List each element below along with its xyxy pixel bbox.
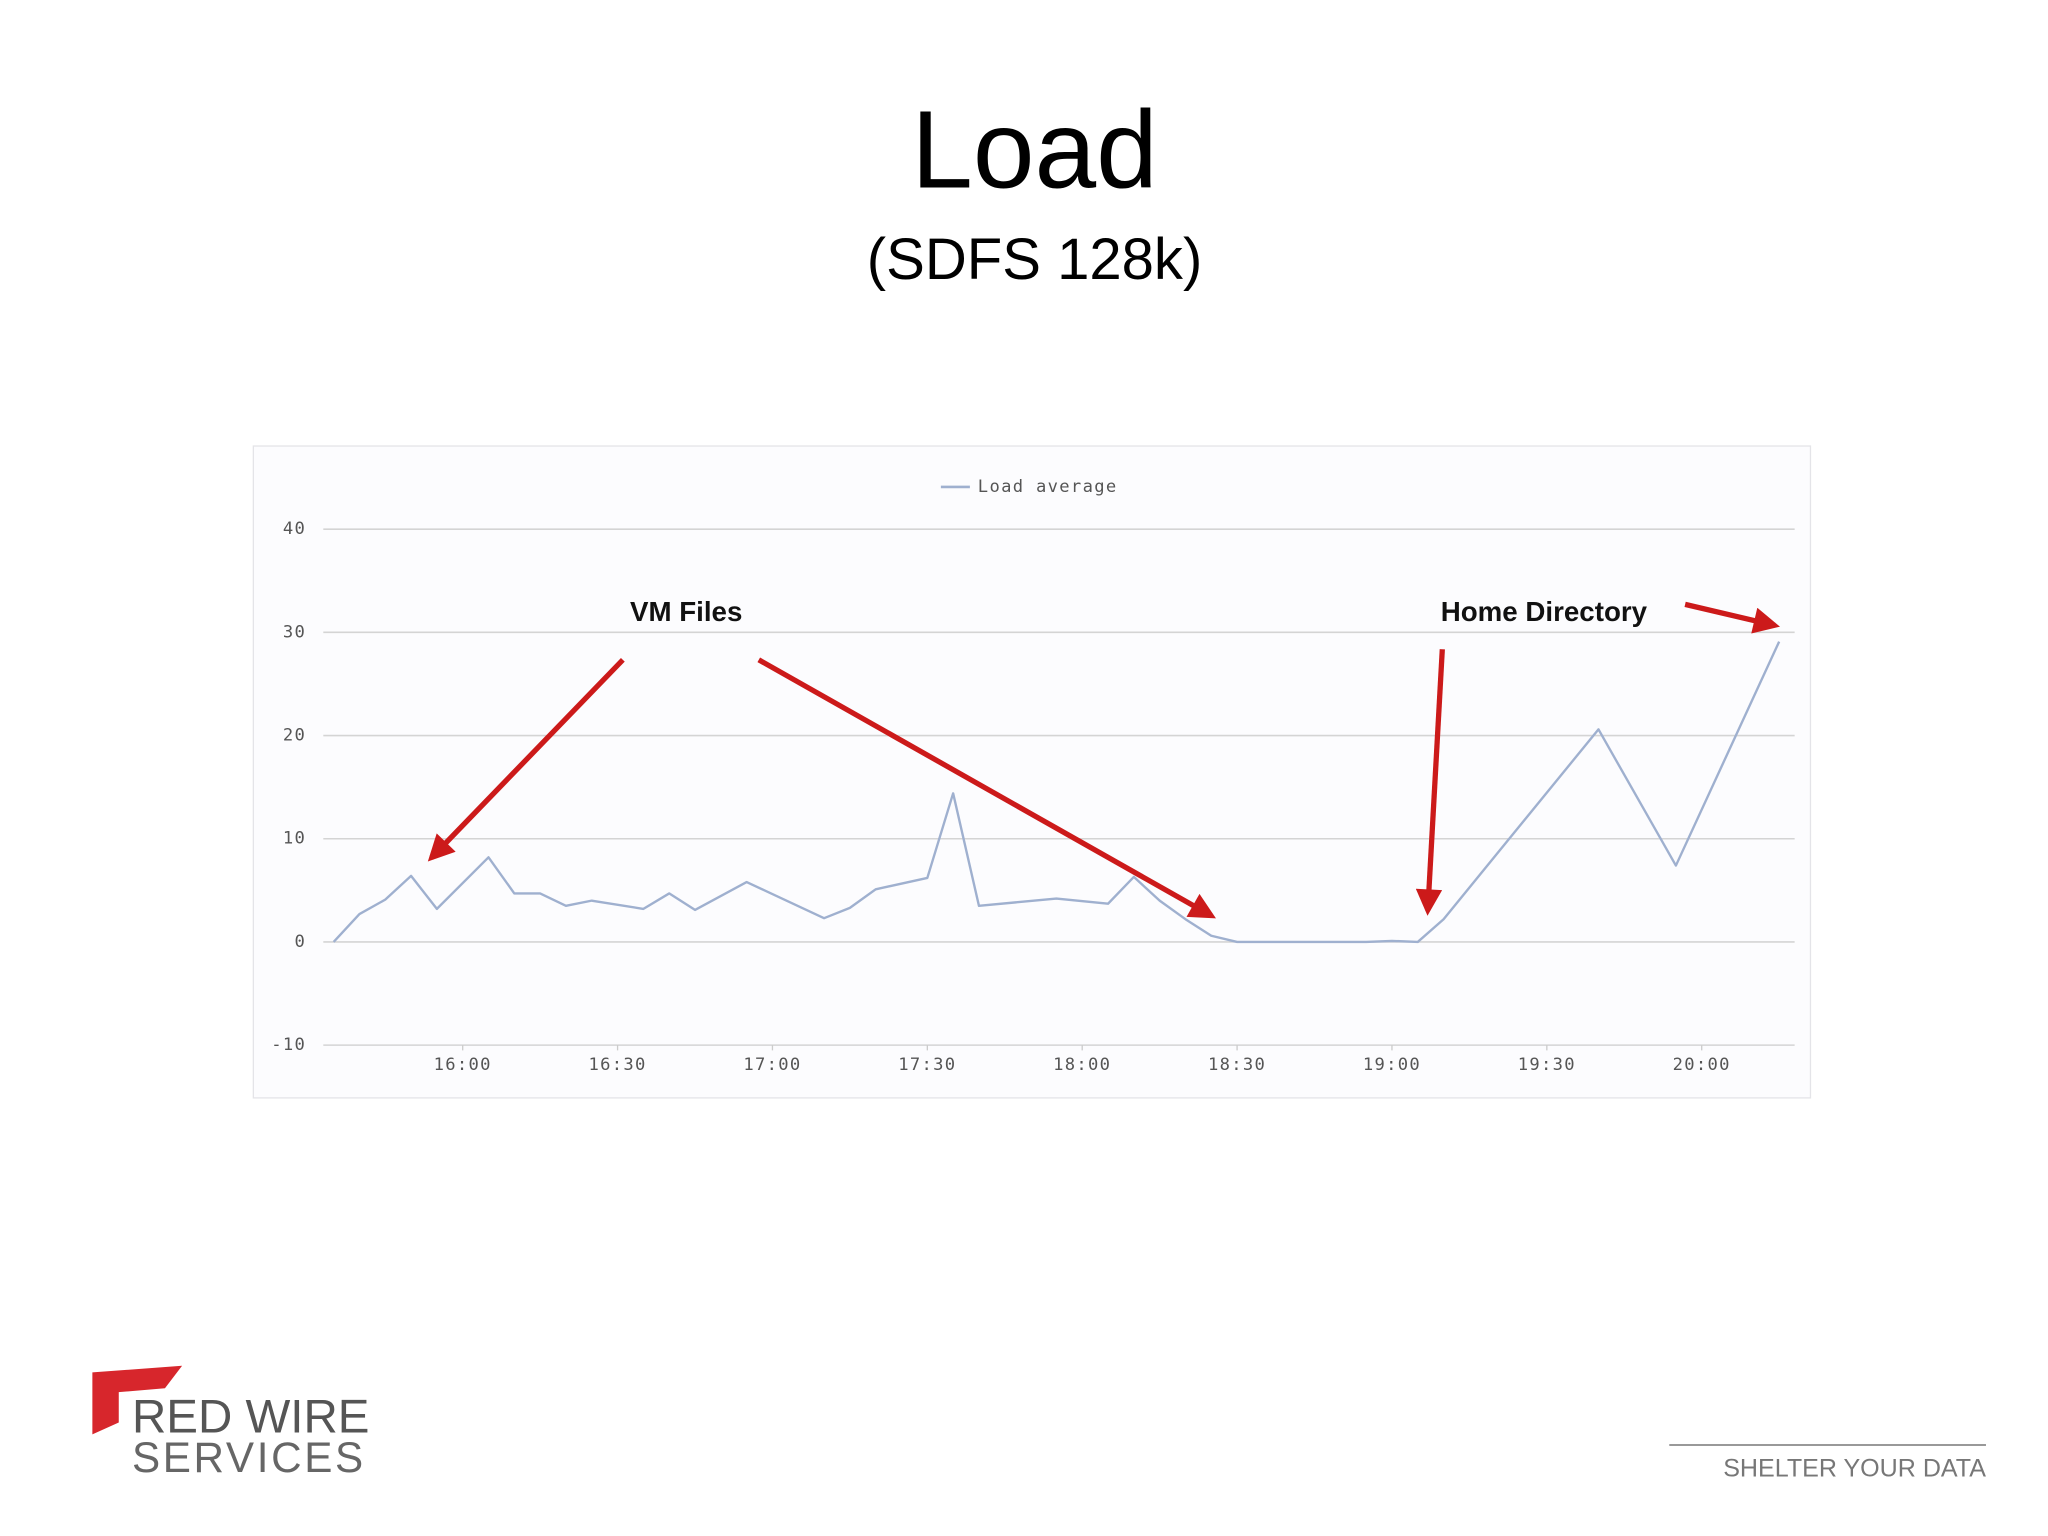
- y-tick-label: 20: [283, 726, 306, 746]
- x-tick-label: 20:00: [1673, 1055, 1731, 1075]
- y-tick-label: 30: [283, 622, 306, 642]
- x-tick-label: 19:30: [1518, 1055, 1576, 1075]
- x-tick-label: 16:30: [588, 1055, 646, 1075]
- chart-frame: [252, 445, 1812, 1099]
- plot: -10 0 10 20 30 40 16:00 16:30 17:00 17:30 18:00 18:…: [271, 477, 1795, 1075]
- logo-text: RED WIRE: [132, 1390, 369, 1443]
- arrow: [757, 657, 1216, 919]
- arrow: [427, 657, 625, 862]
- tagline: SHELTER YOUR DATA: [1723, 1455, 1986, 1483]
- y-tick-label: 40: [283, 519, 306, 539]
- x-tick-label: 17:30: [898, 1055, 956, 1075]
- x-tick-label: 19:00: [1363, 1055, 1421, 1075]
- annotation: VM Files: [630, 596, 742, 627]
- annotation: Home Directory: [1441, 596, 1648, 627]
- slide-title: Load: [911, 89, 1158, 212]
- arrow: [1684, 601, 1780, 634]
- y-tick-label: 10: [283, 829, 306, 849]
- x-tick-label: 16:00: [434, 1055, 492, 1075]
- x-tick-label: 18:00: [1053, 1055, 1111, 1075]
- logo-text: SERVICES: [132, 1434, 366, 1481]
- slide-subtitle: (SDFS 128k): [867, 227, 1202, 292]
- x-tick-label: 18:30: [1208, 1055, 1266, 1075]
- y-tick-label: 0: [295, 932, 307, 952]
- line: [332, 641, 1781, 944]
- logo-mark: [92, 1365, 183, 1435]
- y-tick-label: -10: [271, 1035, 306, 1055]
- legend-label: Load average: [978, 477, 1118, 497]
- arrow: [1415, 649, 1445, 916]
- x-tick-label: 17:00: [743, 1055, 801, 1075]
